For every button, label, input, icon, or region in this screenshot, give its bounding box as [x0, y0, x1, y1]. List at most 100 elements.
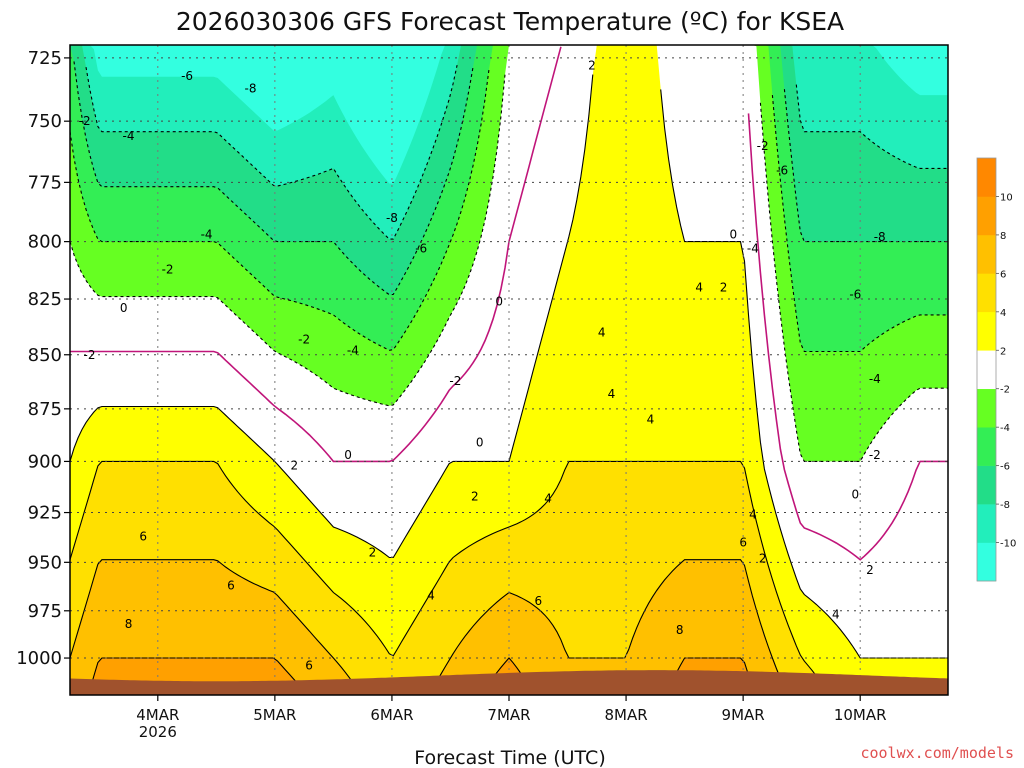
- contour-label: 2: [866, 563, 874, 577]
- contour-label: 4: [695, 281, 703, 295]
- contour-label: -4: [347, 343, 359, 357]
- x-axis-label: Forecast Time (UTC): [414, 747, 605, 768]
- colorbar-label: -8: [1000, 500, 1010, 511]
- contour-label: 6: [139, 530, 147, 544]
- isotherm-0c: [70, 46, 948, 561]
- x-tick-label-6mar: 6MAR: [370, 706, 413, 724]
- x-tick-label-4mar: 4MAR: [136, 706, 179, 724]
- y-tick-label-950: 950: [28, 552, 62, 573]
- x-tick-label-8mar: 8MAR: [604, 706, 647, 724]
- contour-label: -8: [244, 82, 256, 96]
- contour-label: 0: [852, 487, 860, 501]
- band-below--10c: [70, 45, 948, 184]
- contour-label: -2: [298, 332, 310, 346]
- contour-label: 4: [427, 588, 435, 602]
- y-tick-label-775: 775: [28, 172, 62, 193]
- contour-label: 6: [739, 536, 747, 550]
- y-tick-label-875: 875: [28, 399, 62, 420]
- colorbar-swatch--8-to--6: [977, 465, 996, 505]
- contour-label: -4: [201, 228, 213, 242]
- contour-label: -4: [747, 242, 759, 256]
- colorbar-label: -2: [1000, 385, 1010, 396]
- colorbar-swatch--10-to--8: [977, 504, 996, 543]
- colorbar-swatch--6-to--4: [977, 427, 996, 466]
- contour-label: 6: [305, 658, 313, 672]
- contour-label: 4: [832, 608, 840, 622]
- colorbar-swatch--4-to--2: [977, 388, 996, 428]
- contour-label: -2: [79, 114, 91, 128]
- y-tick-label-1000: 1000: [16, 648, 62, 669]
- contour-label: -6: [849, 288, 861, 302]
- contour-label: -6: [776, 163, 788, 177]
- contour-label: 6: [534, 594, 542, 608]
- colorbar-swatch--12-to--10: [977, 542, 996, 582]
- colorbar-label: -10: [1000, 539, 1016, 550]
- y-tick-label-725: 725: [28, 48, 62, 69]
- y-tick-label-975: 975: [28, 601, 62, 622]
- contour-label: 0: [476, 436, 484, 450]
- contour-label: 2: [759, 551, 767, 565]
- contour-label: -2: [869, 448, 881, 462]
- contour-label: -2: [757, 139, 769, 153]
- contour-label: -2: [162, 262, 174, 276]
- contour-label: 2: [471, 489, 479, 503]
- isotherm-minus8c: [85, 64, 948, 240]
- contour-label: -4: [123, 129, 135, 143]
- contour-label: -6: [415, 242, 427, 256]
- x-tick-label-5mar: 5MAR: [253, 706, 296, 724]
- colorbar-swatch-4-to-6: [977, 273, 996, 313]
- colorbar-label: 10: [1000, 192, 1013, 203]
- colorbar-label: 2: [1000, 346, 1006, 357]
- contour-label: -8: [874, 230, 886, 244]
- contour-label: 0: [120, 301, 128, 315]
- colorbar-swatch--2-to-2: [977, 350, 996, 390]
- contour-label: -6: [181, 69, 193, 83]
- colorbar-label: -4: [1000, 423, 1010, 434]
- contour-label: 4: [647, 412, 655, 426]
- contour-label: 0: [495, 294, 503, 308]
- y-tick-label-850: 850: [28, 345, 62, 366]
- contour-label: -4: [869, 372, 881, 386]
- contour-label: 2: [720, 281, 728, 295]
- contour-label: 2: [291, 459, 299, 473]
- credit-text: coolwx.com/models: [860, 744, 1014, 762]
- chart-title: 2026030306 GFS Forecast Temperature (ºC)…: [176, 7, 844, 36]
- y-tick-label-750: 750: [28, 111, 62, 132]
- contour-label: 8: [676, 623, 684, 637]
- colorbar-swatch-2-to-4: [977, 311, 996, 351]
- isotherm-minus6c: [73, 61, 948, 296]
- x-tick-label-7mar: 7MAR: [487, 706, 530, 724]
- contour-label: -8: [386, 211, 398, 225]
- contour-label: 4: [598, 326, 606, 340]
- colorbar-swatch-8-to-10: [977, 196, 996, 236]
- x-tick-label-10mar: 10MAR: [834, 706, 887, 724]
- y-tick-label-800: 800: [28, 232, 62, 253]
- isotherm-minus4c: [70, 69, 948, 353]
- isotherm-6c: [70, 559, 785, 695]
- colorbar-label: 4: [1000, 308, 1006, 319]
- contour-label: 4: [749, 508, 757, 522]
- terrain-surface: [70, 670, 948, 695]
- contour-label: -2: [449, 374, 461, 388]
- contour-label: 0: [730, 228, 738, 242]
- contour-label: 4: [608, 387, 616, 401]
- y-tick-label-825: 825: [28, 289, 62, 310]
- contour-label: 0: [344, 448, 352, 462]
- colorbar: -10 -8 -6 -4 -2 2 4 6 8 10: [976, 157, 1016, 582]
- contour-label: 4: [544, 491, 552, 505]
- y-axis: 725 750 775 800 825 850 875 900 925 950 975 1000: [16, 48, 70, 669]
- y-tick-label-900: 900: [28, 451, 62, 472]
- y-tick-label-925: 925: [28, 503, 62, 524]
- colorbar-label: 8: [1000, 231, 1006, 242]
- x-tick-label-9mar: 9MAR: [722, 706, 765, 724]
- contour-label: 2: [369, 545, 377, 559]
- colorbar-swatch-6-to-8: [977, 234, 996, 274]
- colorbar-frame: [976, 157, 997, 582]
- contour-label: 8: [125, 617, 133, 631]
- colorbar-swatch-10-to-12: [977, 158, 996, 197]
- contour-label: 2: [588, 59, 596, 73]
